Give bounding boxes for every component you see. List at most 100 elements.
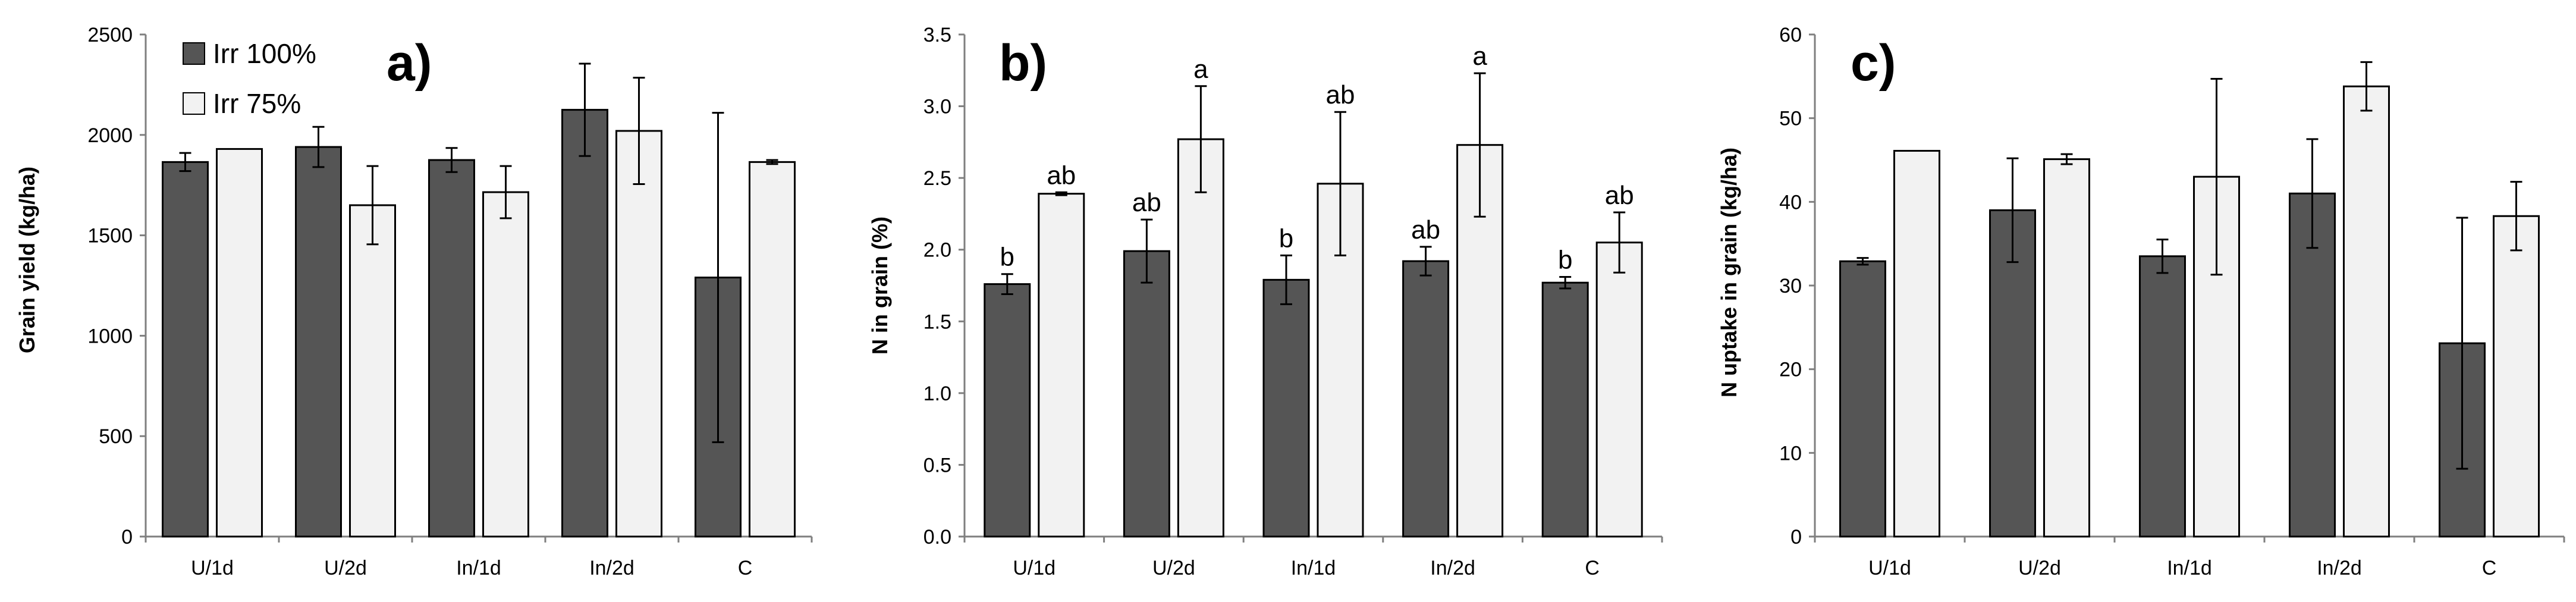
error-bar	[2210, 78, 2223, 276]
error-bar	[2360, 61, 2373, 112]
error-bar	[2060, 153, 2073, 165]
y-tick-label: 500	[99, 425, 133, 448]
error-bar	[1559, 276, 1572, 290]
y-tick-label: 1.0	[923, 382, 951, 405]
x-tick-label: U/2d	[1152, 557, 1195, 579]
bar-irr-75-c	[749, 161, 796, 538]
x-tick-label: U/2d	[324, 557, 367, 579]
bar-irr-100-u-1d	[162, 161, 209, 538]
panel-c-bars	[1839, 61, 2540, 538]
bar-irr-75-u-1d	[216, 148, 263, 538]
x-tick-label: C	[738, 557, 753, 579]
y-tick-label: 10	[1779, 442, 1802, 465]
bar-irr-100-u-2d	[295, 146, 342, 538]
bar-irr-75-c	[2493, 215, 2540, 538]
bar-irr-100-in-1d	[1262, 278, 1310, 538]
y-tick-label: 1.5	[923, 311, 951, 333]
error-bar	[2006, 157, 2019, 264]
error-bar	[1141, 218, 1153, 284]
error-bar	[366, 165, 379, 246]
bar-irr-75-in-2d	[615, 130, 662, 538]
error-bar	[579, 62, 591, 157]
y-tick-label: 30	[1779, 275, 1802, 297]
y-tick-label: 40	[1779, 191, 1802, 214]
significance-label: ab	[1047, 161, 1076, 190]
significance-label: ab	[1605, 181, 1634, 210]
y-tick-label: 20	[1779, 359, 1802, 381]
x-tick-label: U/2d	[2018, 557, 2061, 579]
panel-a-label: a)	[387, 35, 432, 92]
x-tick-label: In/1d	[1291, 557, 1336, 579]
error-bar	[179, 152, 191, 173]
y-tick-label: 1500	[87, 225, 133, 247]
significance-label: ab	[1326, 80, 1355, 109]
legend-label-irr-75: Irr 75%	[213, 88, 301, 119]
error-bar	[2306, 138, 2319, 249]
error-bar	[1419, 246, 1432, 277]
legend-swatch-irr-100	[183, 42, 205, 65]
error-bar	[1055, 191, 1067, 196]
error-bar	[1280, 254, 1292, 305]
legend-swatch-irr-75	[183, 92, 205, 115]
bar-irr-100-c	[1541, 281, 1589, 538]
error-bar	[2510, 181, 2522, 252]
bar-irr-75-u-2d	[1177, 138, 1224, 538]
panel-c-ylabel: N uptake in grain (kg/ha)	[1717, 148, 1741, 397]
y-tick-label: 0.0	[923, 526, 951, 548]
significance-label: a	[1193, 55, 1208, 84]
bar-irr-75-u-1d	[1038, 193, 1085, 538]
y-tick-label: 1000	[87, 325, 133, 347]
y-tick-label: 2.5	[923, 167, 951, 190]
error-bar	[1613, 211, 1626, 274]
x-tick-label: C	[1585, 557, 1600, 579]
error-bar	[1334, 111, 1346, 256]
x-tick-label: U/1d	[1868, 557, 1911, 579]
panel-c-label: c)	[1851, 35, 1896, 92]
x-tick-label: In/1d	[2167, 557, 2212, 579]
panel-a-bars	[162, 62, 796, 538]
bar-irr-100-in-1d	[428, 159, 475, 538]
bar-irr-100-in-2d	[561, 109, 608, 538]
error-bar	[2456, 217, 2468, 470]
x-tick-label: In/1d	[456, 557, 501, 579]
legend: Irr 100% Irr 75%	[183, 38, 316, 119]
error-bar	[500, 165, 512, 220]
y-tick-label: 0	[1790, 526, 1802, 548]
y-tick-label: 3.5	[923, 24, 951, 46]
panel-a: Grain yield (kg/ha) 0 500 1000 1500 2000 2500…	[15, 24, 813, 579]
error-bar	[312, 126, 325, 168]
x-tick-label: U/1d	[1013, 557, 1055, 579]
panel-a-axes: 0 500 1000 1500 2000 2500 U/1d U/2d In/1d In/2d C	[87, 24, 813, 579]
panel-a-ylabel: Grain yield (kg/ha)	[15, 167, 39, 353]
x-tick-label: In/2d	[2317, 557, 2362, 579]
error-bar	[766, 159, 778, 165]
bar-irr-100-in-2d	[1402, 260, 1450, 538]
error-bar	[712, 112, 724, 443]
y-tick-label: 2.0	[923, 239, 951, 262]
legend-label-irr-100: Irr 100%	[213, 38, 316, 69]
x-tick-label: In/2d	[1430, 557, 1475, 579]
y-tick-label: 3.0	[923, 96, 951, 118]
bar-irr-75-in-1d	[482, 191, 529, 538]
bar-irr-100-u-1d	[984, 283, 1031, 538]
y-tick-label: 50	[1779, 108, 1802, 130]
panel-c: N uptake in grain (kg/ha) 0 10 20 30 40 50 60 U…	[1717, 24, 2565, 579]
error-bar	[1001, 273, 1013, 295]
bar-irr-75-u-1d	[1893, 150, 1940, 538]
panel-b-label: b)	[999, 35, 1047, 92]
significance-label: b	[1558, 246, 1572, 275]
bar-irr-75-c	[1595, 242, 1643, 538]
panel-c-axes: 0 10 20 30 40 50 60 U/1d U/2d In/1d In/2d C	[1779, 24, 2565, 579]
bar-irr-75-u-2d	[2043, 158, 2090, 538]
error-bar	[1474, 72, 1486, 218]
panel-b: N in grain (%) 0.0 0.5 1.0 1.5 2.0 2.5 3.0 3.5 U…	[868, 24, 1663, 579]
bar-irr-100-u-1d	[1839, 260, 1886, 538]
error-bar	[633, 77, 645, 186]
y-tick-label: 60	[1779, 24, 1802, 46]
error-bar	[1856, 257, 1869, 266]
x-tick-label: U/1d	[191, 557, 234, 579]
error-bar	[445, 147, 458, 173]
significance-label: b	[1000, 243, 1014, 272]
